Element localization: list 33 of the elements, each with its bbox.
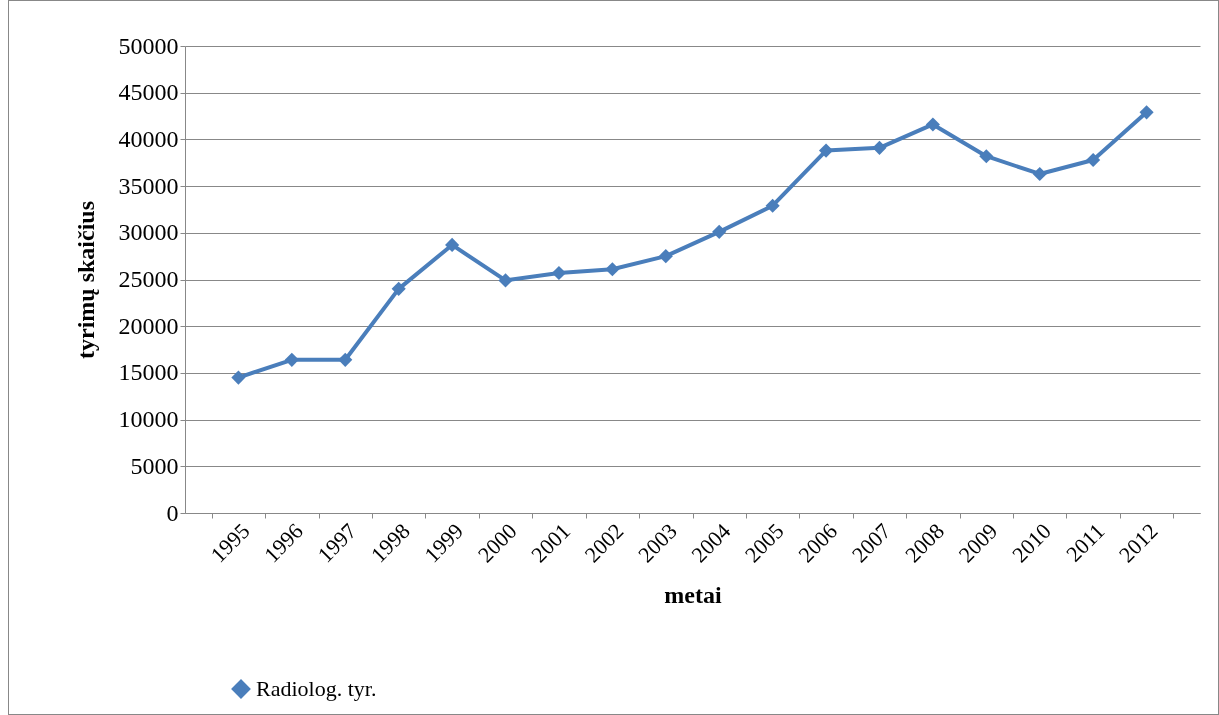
point [818, 143, 834, 158]
point [551, 265, 567, 281]
y-tick-label: 50000 [118, 32, 179, 59]
point [445, 237, 460, 253]
point [391, 281, 406, 296]
y-tick-label: 40000 [118, 125, 179, 152]
x-tick-label: 2011 [1061, 518, 1110, 567]
y-tick-label: 15000 [118, 359, 179, 386]
y-tick-label: 45000 [118, 79, 179, 106]
point [1086, 152, 1101, 168]
point [498, 273, 513, 288]
y-tick-label: 35000 [118, 172, 179, 199]
y-tick-label: 10000 [118, 406, 179, 433]
point [658, 249, 673, 264]
y-tick-label: 30000 [118, 219, 179, 246]
point [1032, 166, 1047, 182]
point [605, 262, 620, 277]
y-tick-label: 20000 [118, 312, 179, 339]
point [231, 370, 246, 385]
y-tick-label: 0 [166, 499, 179, 526]
y-tick-label: 5000 [130, 452, 179, 479]
point [284, 352, 299, 367]
point [1139, 105, 1154, 120]
point [765, 198, 780, 213]
point [338, 352, 353, 367]
legend-label: Radiolog. tyr. [256, 676, 377, 701]
y-tick-label: 25000 [118, 266, 179, 292]
point [925, 117, 940, 132]
point [712, 224, 727, 239]
point [979, 149, 994, 164]
y-axis-title: tyrimų skaičius [72, 200, 99, 360]
point [872, 140, 887, 155]
x-axis-title: metai [664, 582, 722, 609]
